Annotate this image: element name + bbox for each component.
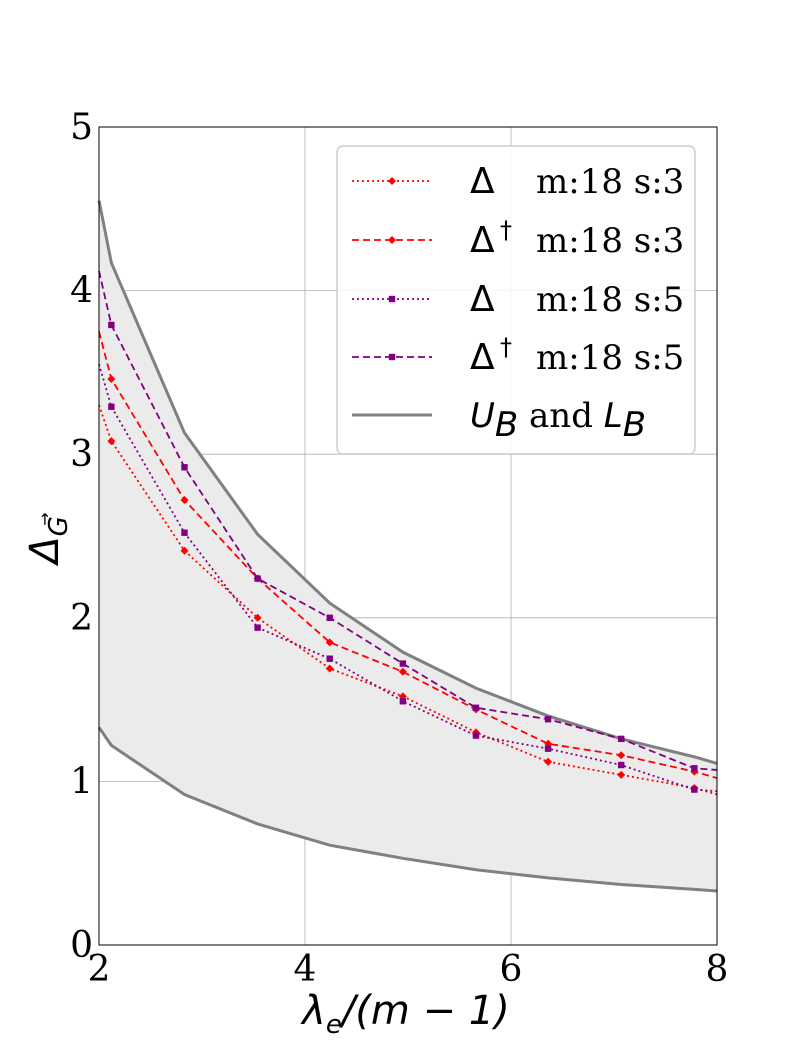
series-2 — [98, 331, 718, 779]
legend-marker — [388, 236, 396, 244]
y-tick-label: 2 — [70, 598, 93, 639]
legend-symbol: Δ — [470, 279, 495, 320]
series-line — [98, 331, 718, 779]
x-tick-label: 2 — [88, 949, 111, 990]
legend-entry-4: Δ † m:18 s:5 — [352, 333, 684, 378]
x-tick-label: 6 — [500, 949, 523, 990]
x-tick-label: 8 — [706, 949, 729, 990]
x-axis-label-sub: e — [326, 1010, 342, 1040]
tick-labels: 2 4 6 8 0 1 2 3 4 5 — [70, 107, 728, 990]
data-point — [108, 321, 115, 329]
series-4 — [98, 270, 718, 772]
y-axis-label-main: Δ — [22, 536, 68, 566]
data-point — [254, 575, 261, 582]
data-point — [254, 624, 261, 631]
band-fill — [99, 200, 717, 892]
lower-bound-line — [97, 726, 718, 893]
svg-text:ΔG: ΔG — [22, 516, 74, 567]
data-point — [325, 638, 334, 647]
legend-marker — [388, 353, 396, 361]
legend-label: m:18 s:3 — [536, 221, 684, 261]
y-axis-label: ΔG → — [22, 512, 74, 566]
data-point — [180, 546, 189, 555]
x-axis-label-main: λ — [300, 988, 326, 1034]
data-point — [618, 761, 625, 769]
legend-label: m:18 s:5 — [536, 280, 684, 320]
x-axis-label: λe/(m − 1) — [300, 988, 510, 1040]
data-point — [691, 765, 698, 772]
data-point — [544, 745, 552, 752]
legend-marker — [388, 295, 396, 303]
series-3 — [98, 363, 718, 793]
upper-bound-line — [97, 200, 718, 765]
data-point — [618, 735, 625, 743]
data-point — [107, 437, 116, 446]
y-tick-label: 0 — [70, 925, 93, 966]
y-tick-label: 4 — [70, 271, 93, 312]
y-tick-label: 5 — [70, 107, 93, 148]
data-point — [617, 751, 626, 760]
legend-symbol: Δ — [470, 220, 495, 261]
legend-label: UB and LB — [470, 396, 646, 445]
y-axis-label-arrow: → — [35, 512, 54, 525]
x-tick-label: 4 — [294, 949, 317, 990]
data-point — [253, 613, 262, 622]
legend-symbol: Δ — [470, 161, 495, 202]
series-layer — [98, 270, 718, 796]
legend-label: m:18 s:5 — [536, 338, 684, 378]
data-point — [544, 757, 553, 766]
series-line — [98, 363, 718, 793]
bound-band — [97, 200, 718, 893]
data-point — [108, 403, 115, 410]
data-point — [399, 660, 407, 667]
legend-entry-2: Δ † m:18 s:3 — [352, 216, 684, 261]
legend-label: m:18 s:3 — [536, 162, 684, 202]
data-point — [181, 529, 188, 536]
data-point — [326, 614, 333, 621]
data-point — [617, 770, 626, 779]
data-point — [181, 464, 188, 471]
legend-marker — [388, 177, 396, 185]
x-axis-label-rest: /(m − 1) — [339, 988, 510, 1034]
data-point — [398, 667, 407, 676]
data-point — [326, 655, 333, 662]
legend-box — [336, 145, 696, 455]
y-tick-label: 1 — [70, 761, 93, 802]
data-point — [399, 698, 407, 705]
legend-dagger: † — [500, 216, 512, 244]
y-tick-label: 3 — [70, 434, 93, 475]
data-point — [544, 716, 552, 723]
legend-symbol: Δ — [470, 337, 495, 378]
data-point — [325, 664, 334, 673]
y-axis-label-sub: G — [44, 516, 74, 536]
plot-frame — [98, 126, 718, 946]
legend-dagger: † — [500, 333, 512, 361]
data-point — [472, 732, 480, 739]
data-point — [472, 704, 480, 711]
data-point — [180, 496, 189, 505]
legend-entry-bounds: UB and LB — [352, 396, 646, 445]
data-point — [691, 786, 698, 793]
data-point — [107, 374, 116, 383]
